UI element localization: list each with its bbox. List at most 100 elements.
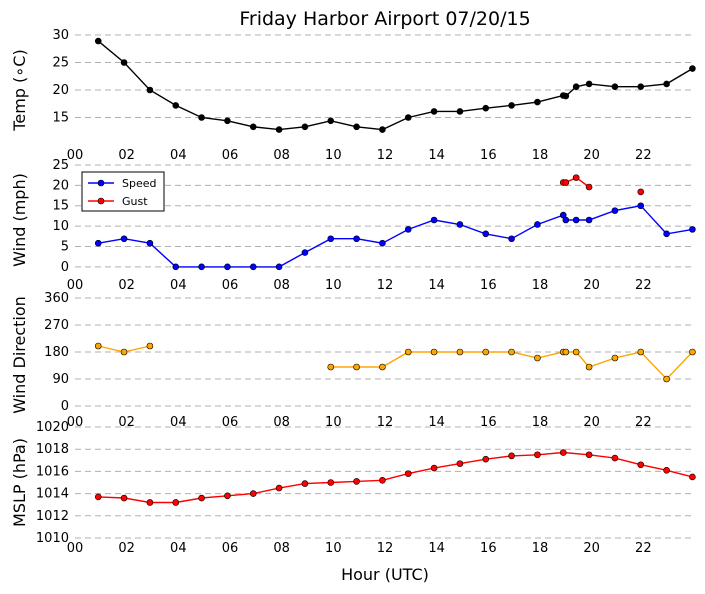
data-point [508, 452, 515, 460]
data-point [198, 494, 205, 502]
legend-label: Speed [122, 177, 156, 190]
x-axis-title: Hour (UTC) [341, 565, 429, 584]
data-point [224, 263, 231, 271]
data-point [379, 363, 386, 371]
y-axis-title: Temp (∘C) [10, 49, 29, 131]
y-tick-label: 0 [61, 399, 69, 414]
data-point [224, 117, 231, 125]
y-tick-label: 20 [52, 83, 69, 98]
y-tick-label: 25 [52, 158, 69, 173]
data-point [249, 490, 257, 497]
data-point [353, 478, 360, 485]
data-point [430, 216, 438, 224]
data-point [611, 354, 619, 362]
data-point [562, 348, 570, 356]
data-point [404, 114, 412, 121]
x-tick-label: 06 [222, 541, 239, 556]
data-point [637, 348, 645, 356]
data-point [611, 454, 619, 462]
data-point [572, 174, 580, 181]
y-tick-label: 30 [52, 28, 69, 43]
data-point [508, 235, 515, 243]
y-tick-label: 1018 [36, 442, 69, 457]
data-point [456, 108, 464, 115]
y-tick-label: 1014 [36, 487, 69, 502]
data-point [120, 235, 128, 243]
y-tick-label: 90 [52, 372, 69, 387]
data-point [146, 342, 154, 350]
x-tick-label: 02 [118, 541, 135, 556]
data-point [275, 263, 283, 271]
y-tick-label: 10 [52, 219, 69, 234]
data-point [611, 83, 619, 90]
x-tick-label: 20 [583, 541, 600, 556]
x-tick-label: 12 [377, 278, 394, 293]
x-tick-label: 14 [428, 148, 445, 163]
x-tick-label: 10 [325, 415, 342, 430]
chart-title: Friday Harbor Airport 07/20/15 [239, 8, 530, 30]
x-tick-label: 02 [118, 148, 135, 163]
data-point [301, 123, 309, 131]
y-tick-label: 1010 [36, 531, 69, 546]
panel-3: 0 90 180 270 360 00 02 04 06 08 10 12 14 16 18 20 22 Wind… [10, 291, 696, 430]
data-point [120, 59, 128, 66]
x-tick-label: 12 [377, 541, 394, 556]
x-tick-label: 18 [532, 541, 549, 556]
y-tick-label: 15 [52, 199, 69, 214]
x-tick-label: 02 [118, 278, 135, 293]
legend: Speed Gust [81, 171, 165, 212]
data-point [508, 102, 515, 109]
x-tick-label: 14 [428, 541, 445, 556]
data-point [482, 455, 490, 463]
data-point [562, 216, 570, 224]
data-point [327, 363, 335, 371]
data-point [404, 470, 412, 477]
data-point [585, 363, 593, 371]
x-tick-label: 02 [118, 415, 135, 430]
data-point [637, 83, 645, 90]
data-point [198, 263, 205, 271]
data-point [482, 104, 490, 112]
data-point [146, 239, 154, 247]
x-tick-label: 18 [532, 415, 549, 430]
data-point [456, 348, 464, 356]
x-tick-label: 18 [532, 148, 549, 163]
x-tick-label: 20 [583, 415, 600, 430]
y-tick-label: 1012 [36, 509, 69, 524]
data-point [172, 102, 180, 109]
data-point [585, 183, 593, 191]
x-tick-label: 04 [170, 541, 187, 556]
x-tick-label: 22 [635, 278, 652, 293]
data-point [663, 375, 670, 383]
data-point [663, 230, 670, 238]
data-point [559, 449, 567, 456]
x-tick-label: 10 [325, 541, 342, 556]
data-point [637, 461, 645, 469]
data-point [94, 239, 102, 247]
data-point [611, 207, 619, 214]
y-axis-title: Wind Direction [10, 296, 29, 414]
data-point [430, 464, 438, 472]
data-point [689, 226, 696, 233]
data-point [327, 117, 335, 125]
x-tick-label: 18 [532, 278, 549, 293]
data-point [275, 126, 283, 133]
y-tick-label: 25 [52, 56, 69, 71]
data-point [637, 202, 645, 210]
x-tick-label: 22 [635, 148, 652, 163]
x-tick-label: 22 [635, 541, 652, 556]
x-tick-label: 10 [325, 278, 342, 293]
data-point [327, 235, 335, 243]
data-point [430, 348, 438, 356]
y-tick-label: 360 [44, 291, 69, 306]
data-point [456, 460, 464, 467]
data-point [146, 499, 154, 506]
data-point [562, 92, 570, 100]
y-tick-label: 270 [44, 318, 69, 333]
x-tick-label: 06 [222, 148, 239, 163]
panel-1: 15 20 25 30 00 02 04 06 08 10 12 14 16 18 20 22 Temp (∘C… [10, 28, 696, 163]
legend-marker [97, 197, 105, 205]
